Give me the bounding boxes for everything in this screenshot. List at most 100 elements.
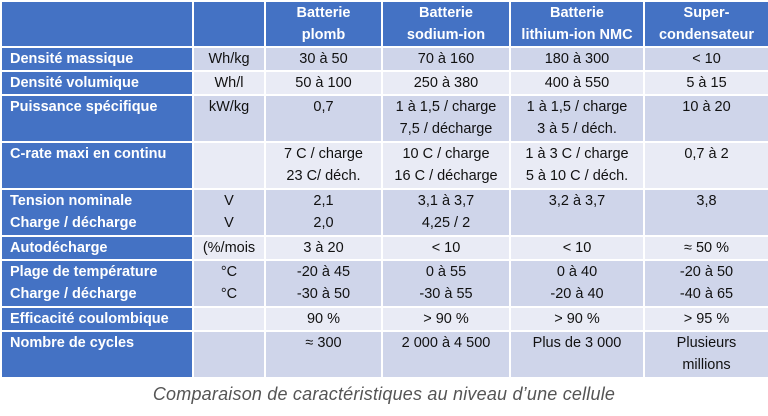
header-row: Batterie plomb Batterie sodium-ion Batterie l… [0, 0, 768, 48]
table-row: Autodécharge (%/mois 3 à 20 < 10 < 10 ≈ 50 % [0, 235, 768, 261]
cell-line: Puissance spécifique [10, 99, 158, 115]
table-body: Densité massique Wh/kg 30 à 50 70 à 160 180 … [0, 46, 768, 379]
row-label: Plage de température Charge / décharge [0, 259, 194, 308]
cell-line: > 95 % [683, 311, 730, 327]
value-cell: 180 à 300 [509, 46, 645, 72]
cell-line: lithium-ion NMC [521, 27, 633, 43]
cell-line: 90 % [306, 311, 341, 327]
value-cell: 7 C / charge 23 C/ déch. [264, 141, 383, 190]
value-cell: 1 à 1,5 / charge 3 à 5 / déch. [509, 94, 645, 143]
value-cell: Plus de 3 000 [509, 330, 645, 379]
unit-cell [192, 330, 266, 379]
cell-line: < 10 [431, 240, 461, 256]
cell-line: Densité massique [10, 51, 134, 67]
value-cell: > 90 % [509, 306, 645, 332]
table-row: Plage de température Charge / décharge °C °… [0, 259, 768, 308]
value-cell: Plusieurs millions [643, 330, 768, 379]
cell-line: millions [682, 357, 731, 373]
cell-line: -20 à 45 [296, 264, 351, 280]
cell-line: Tension nominale [10, 193, 133, 209]
value-cell: 3,2 à 3,7 [509, 188, 645, 237]
cell-line: °C [220, 286, 238, 302]
cell-line: V [224, 215, 234, 231]
cell-line: V [224, 193, 234, 209]
cell-line: 4,25 / 2 [421, 215, 471, 231]
column-header: Super-condensateur [643, 0, 768, 48]
unit-cell [192, 306, 266, 332]
cell-line: Plage de température [10, 264, 158, 280]
value-cell: 0 à 55 -30 à 55 [381, 259, 511, 308]
cell-line: 70 à 160 [417, 51, 475, 67]
cell-line: 50 à 100 [295, 75, 352, 91]
cell-line: > 90 % [423, 311, 469, 327]
cell-line: 1 à 1,5 / charge [395, 99, 497, 115]
cell-line: Batterie [419, 5, 473, 21]
value-cell: 90 % [264, 306, 383, 332]
unit-cell: Wh/kg [192, 46, 266, 72]
cell-line: 2,0 [313, 215, 334, 231]
cell-line: (%/mois [202, 240, 256, 256]
cell-line: -20 à 40 [550, 286, 604, 302]
value-cell: ≈ 300 [264, 330, 383, 379]
cell-line: Charge / décharge [10, 215, 137, 231]
table-row: Tension nominale Charge / décharge V V 2,1 2,… [0, 188, 768, 237]
cell-line: ≈ 300 [305, 335, 342, 351]
unit-cell: Wh/l [192, 70, 266, 96]
cell-line: °C [220, 264, 238, 280]
row-label: Autodécharge [0, 235, 194, 261]
cell-line: Nombre de cycles [10, 335, 135, 351]
column-header: Batterie plomb [264, 0, 383, 48]
value-cell: < 10 [643, 46, 768, 72]
value-cell: 400 à 550 [509, 70, 645, 96]
cell-line: 0 à 40 [556, 264, 598, 280]
table-row: Efficacité coulombique 90 % > 90 % > 90 % > … [0, 306, 768, 332]
cell-line: Batterie [296, 5, 351, 21]
row-label: Puissance spécifique [0, 94, 194, 143]
cell-line: < 10 [692, 51, 721, 67]
row-label: Densité volumique [0, 70, 194, 96]
cell-line: -30 à 55 [419, 286, 473, 302]
value-cell: 5 à 15 [643, 70, 768, 96]
value-cell: 3 à 20 [264, 235, 383, 261]
value-cell: 10 C / charge 16 C / décharge [381, 141, 511, 190]
comparison-table: Batterie plomb Batterie sodium-ion Batterie l… [0, 0, 768, 379]
value-cell: 70 à 160 [381, 46, 511, 72]
row-label: Densité massique [0, 46, 194, 72]
column-header: Batterie lithium-ion NMC [509, 0, 645, 48]
cell-line: Charge / décharge [10, 286, 137, 302]
cell-line: Densité volumique [10, 75, 139, 91]
cell-line: 2 000 à 4 500 [401, 335, 491, 351]
cell-line: 5 à 10 C / déch. [525, 168, 629, 184]
cell-line: 10 à 20 [682, 99, 731, 115]
value-cell: 10 à 20 [643, 94, 768, 143]
cell-line: 30 à 50 [299, 51, 348, 67]
cell-line: plomb [301, 27, 346, 43]
cell-line: 16 C / décharge [394, 168, 498, 184]
value-cell: > 90 % [381, 306, 511, 332]
table-row: C-rate maxi en continu 7 C / charge 23 C/ … [0, 141, 768, 190]
cell-line: Wh/l [214, 75, 244, 91]
cell-line: 0,7 [313, 99, 334, 115]
cell-line: 250 à 380 [413, 75, 479, 91]
cell-line: -20 à 50 [679, 264, 734, 280]
table-row: Densité volumique Wh/l 50 à 100 250 à 380 40… [0, 70, 768, 96]
cell-line: 3 à 5 / déch. [537, 121, 617, 137]
value-cell: 0 à 40 -20 à 40 [509, 259, 645, 308]
cell-line: 23 C/ déch. [286, 168, 361, 184]
value-cell: 250 à 380 [381, 70, 511, 96]
value-cell: -20 à 45 -30 à 50 [264, 259, 383, 308]
value-cell: < 10 [509, 235, 645, 261]
value-cell: 1 à 3 C / charge 5 à 10 C / déch. [509, 141, 645, 190]
cell-line: 7 C / charge [284, 146, 363, 162]
value-cell: 1 à 1,5 / charge 7,5 / décharge [381, 94, 511, 143]
row-label: Tension nominale Charge / décharge [0, 188, 194, 237]
cell-line: C-rate maxi en continu [10, 146, 167, 162]
cell-line: 1 à 1,5 / charge [526, 99, 628, 115]
row-label: Efficacité coulombique [0, 306, 194, 332]
value-cell: ≈ 50 % [643, 235, 768, 261]
table-row: Puissance spécifique kW/kg 0,7 1 à 1,5 / ch… [0, 94, 768, 143]
cell-line: 1 à 3 C / charge [525, 146, 629, 162]
cell-line: kW/kg [208, 99, 250, 115]
row-label: Nombre de cycles [0, 330, 194, 379]
cell-line: -30 à 50 [296, 286, 351, 302]
